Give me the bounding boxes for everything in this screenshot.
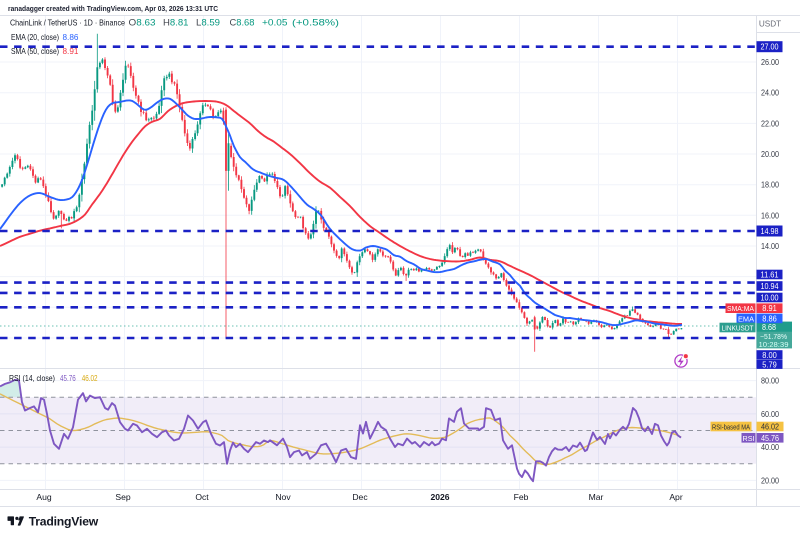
svg-text:−51.78%: −51.78% [760, 332, 788, 341]
svg-text:Sep: Sep [115, 492, 131, 502]
svg-text:45.76: 45.76 [60, 374, 76, 383]
svg-text:ranadagger created with Tradin: ranadagger created with TradingView.com,… [8, 4, 218, 13]
svg-text:8.91: 8.91 [762, 303, 777, 313]
svg-text:TradingView: TradingView [29, 514, 99, 528]
svg-text:H8.81: H8.81 [163, 18, 189, 28]
svg-text:Aug: Aug [36, 492, 52, 502]
svg-text:80.00: 80.00 [761, 376, 779, 386]
svg-text:8.86: 8.86 [63, 33, 79, 42]
svg-text:20.00: 20.00 [761, 149, 779, 159]
svg-text:RSI-based MA: RSI-based MA [712, 422, 750, 431]
svg-text:SMA:MA: SMA:MA [727, 304, 755, 313]
svg-text:RSI (14, close): RSI (14, close) [9, 374, 55, 383]
svg-text:8.00: 8.00 [762, 350, 777, 360]
svg-text:22.00: 22.00 [761, 118, 779, 128]
svg-text:20.00: 20.00 [761, 475, 779, 485]
svg-text:11.61: 11.61 [761, 270, 779, 280]
svg-text:SMA (50, close): SMA (50, close) [11, 47, 59, 56]
svg-text:10:28:39: 10:28:39 [759, 340, 789, 349]
svg-text:LINKUSDT: LINKUSDT [722, 323, 754, 332]
svg-text:10.94: 10.94 [761, 281, 779, 291]
svg-text:24.00: 24.00 [761, 88, 779, 98]
svg-text:10.00: 10.00 [761, 293, 779, 303]
svg-text:Apr: Apr [669, 492, 683, 502]
svg-text:8.68: 8.68 [762, 322, 776, 332]
svg-text:14.98: 14.98 [761, 226, 779, 236]
svg-text:Feb: Feb [514, 492, 529, 502]
svg-text:46.02: 46.02 [761, 422, 779, 432]
svg-text:46.02: 46.02 [82, 374, 98, 383]
svg-text:Dec: Dec [352, 492, 368, 502]
svg-text:EMA: EMA [738, 314, 755, 323]
svg-text:C8.68: C8.68 [230, 18, 255, 28]
svg-text:8.86: 8.86 [762, 313, 777, 323]
svg-text:Mar: Mar [589, 492, 604, 502]
svg-text:EMA (20, close): EMA (20, close) [11, 33, 59, 42]
svg-text:(+0.58%): (+0.58%) [292, 18, 339, 28]
svg-text:USDT: USDT [759, 20, 781, 29]
svg-text:5.79: 5.79 [762, 359, 777, 369]
svg-text:60.00: 60.00 [761, 409, 779, 419]
svg-text:2026: 2026 [430, 492, 449, 502]
svg-text:26.00: 26.00 [761, 57, 779, 67]
svg-text:Nov: Nov [275, 492, 291, 502]
svg-text:16.00: 16.00 [761, 210, 779, 220]
svg-text:O8.63: O8.63 [129, 18, 156, 28]
svg-text:27.00: 27.00 [761, 42, 779, 52]
svg-text:45.76: 45.76 [761, 433, 779, 443]
svg-text:18.00: 18.00 [761, 180, 779, 190]
svg-text:40.00: 40.00 [761, 442, 779, 452]
svg-text:L8.59: L8.59 [196, 18, 220, 28]
svg-text:8.91: 8.91 [63, 47, 79, 56]
svg-text:Oct: Oct [195, 492, 209, 502]
svg-text:ChainLink / TetherUS · 1D · Bi: ChainLink / TetherUS · 1D · Binance [10, 18, 125, 28]
svg-text:+0.05: +0.05 [262, 18, 288, 28]
svg-text:14.00: 14.00 [761, 241, 779, 251]
svg-text:RSI: RSI [743, 434, 755, 443]
